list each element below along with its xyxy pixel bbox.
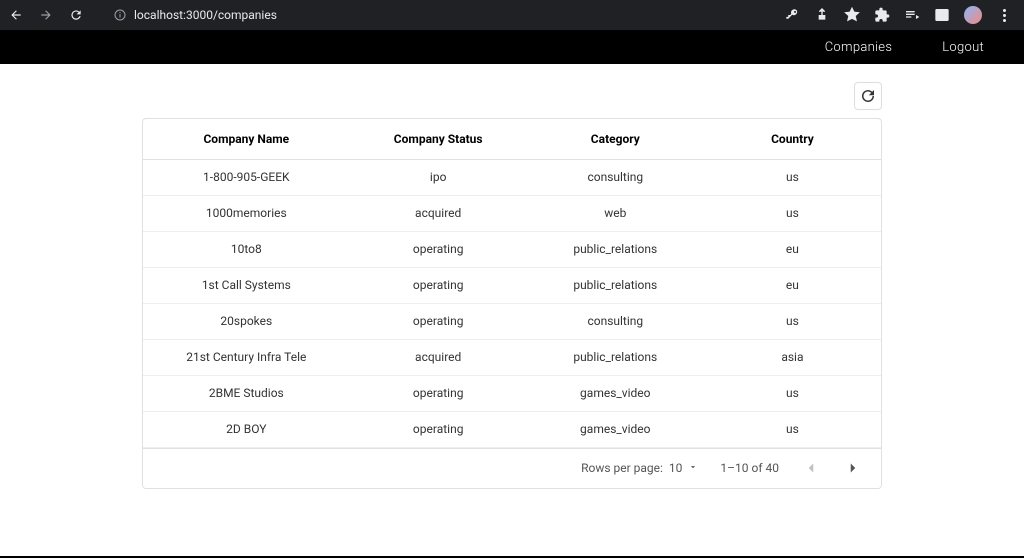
cell-name: 1000memories: [143, 195, 350, 231]
nav-companies[interactable]: Companies: [825, 40, 893, 55]
cell-country: asia: [704, 339, 881, 375]
col-category[interactable]: Category: [527, 119, 704, 159]
rows-per-page-label: Rows per page:: [581, 461, 663, 475]
cell-status: operating: [350, 267, 527, 303]
bottom-border: [0, 556, 1024, 558]
table-row[interactable]: 2D BOYoperatinggames_videous: [143, 411, 881, 447]
table-pagination: Rows per page: 10 1–10 of 40: [143, 448, 881, 488]
star-icon[interactable]: [844, 7, 860, 23]
browser-right-icons: [784, 6, 1016, 24]
cell-name: 1-800-905-GEEK: [143, 159, 350, 195]
site-info-icon[interactable]: [114, 9, 126, 21]
companies-table-card: Company Name Company Status Category Cou…: [142, 118, 882, 489]
key-icon[interactable]: [784, 7, 800, 23]
cell-name: 20spokes: [143, 303, 350, 339]
col-company-name[interactable]: Company Name: [143, 119, 350, 159]
reload-button[interactable]: [68, 7, 84, 23]
table-row[interactable]: 20spokesoperatingconsultingus: [143, 303, 881, 339]
page-content: Company Name Company Status Category Cou…: [0, 64, 1024, 489]
col-company-status[interactable]: Company Status: [350, 119, 527, 159]
panel-icon[interactable]: [934, 7, 950, 23]
playlist-icon[interactable]: [904, 7, 920, 23]
cell-status: operating: [350, 411, 527, 447]
nav-logout[interactable]: Logout: [942, 40, 984, 55]
table-row[interactable]: 1st Call Systemsoperatingpublic_relation…: [143, 267, 881, 303]
address-bar[interactable]: localhost:3000/companies: [104, 4, 770, 26]
cell-name: 10to8: [143, 231, 350, 267]
table-row[interactable]: 21st Century Infra Teleacquiredpublic_re…: [143, 339, 881, 375]
cell-country: us: [704, 303, 881, 339]
cell-category: public_relations: [527, 267, 704, 303]
cell-category: games_video: [527, 411, 704, 447]
cell-category: public_relations: [527, 339, 704, 375]
profile-avatar[interactable]: [964, 6, 982, 24]
cell-name: 21st Century Infra Tele: [143, 339, 350, 375]
cell-country: us: [704, 159, 881, 195]
cell-status: operating: [350, 375, 527, 411]
table-header-row: Company Name Company Status Category Cou…: [143, 119, 881, 159]
cell-status: acquired: [350, 339, 527, 375]
cell-country: eu: [704, 267, 881, 303]
cell-status: operating: [350, 303, 527, 339]
cell-country: us: [704, 375, 881, 411]
table-row[interactable]: 1-800-905-GEEKipoconsultingus: [143, 159, 881, 195]
url-text: localhost:3000/companies: [134, 8, 277, 22]
cell-category: web: [527, 195, 704, 231]
next-page-button[interactable]: [843, 458, 863, 478]
cell-name: 1st Call Systems: [143, 267, 350, 303]
companies-table: Company Name Company Status Category Cou…: [143, 119, 881, 448]
cell-status: acquired: [350, 195, 527, 231]
page-range: 1–10 of 40: [720, 461, 779, 475]
refresh-button[interactable]: [854, 82, 882, 110]
app-navbar: Companies Logout: [0, 30, 1024, 64]
cell-category: games_video: [527, 375, 704, 411]
cell-country: us: [704, 195, 881, 231]
cell-status: operating: [350, 231, 527, 267]
cell-country: us: [704, 411, 881, 447]
col-country[interactable]: Country: [704, 119, 881, 159]
cell-name: 2BME Studios: [143, 375, 350, 411]
menu-icon[interactable]: [996, 7, 1012, 23]
cell-category: consulting: [527, 303, 704, 339]
prev-page-button[interactable]: [801, 458, 821, 478]
extensions-icon[interactable]: [874, 7, 890, 23]
cell-category: public_relations: [527, 231, 704, 267]
forward-button[interactable]: [38, 7, 54, 23]
cell-category: consulting: [527, 159, 704, 195]
back-button[interactable]: [8, 7, 24, 23]
browser-toolbar: localhost:3000/companies: [0, 0, 1024, 30]
share-icon[interactable]: [814, 7, 830, 23]
rows-per-page-value[interactable]: 10: [669, 461, 683, 475]
cell-name: 2D BOY: [143, 411, 350, 447]
cell-status: ipo: [350, 159, 527, 195]
cell-country: eu: [704, 231, 881, 267]
table-row[interactable]: 10to8operatingpublic_relationseu: [143, 231, 881, 267]
table-row[interactable]: 1000memoriesacquiredwebus: [143, 195, 881, 231]
table-row[interactable]: 2BME Studiosoperatinggames_videous: [143, 375, 881, 411]
rows-per-page-dropdown-icon[interactable]: [688, 461, 698, 475]
